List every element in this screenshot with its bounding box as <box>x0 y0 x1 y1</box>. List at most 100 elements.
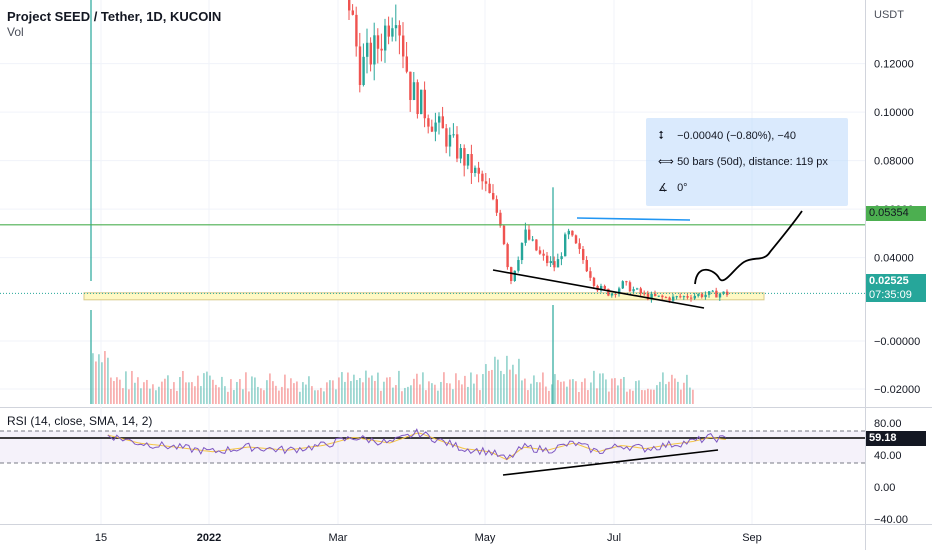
volume-bar <box>593 370 595 404</box>
candle-body <box>643 293 646 295</box>
volume-bar <box>167 375 169 404</box>
candle-body <box>502 225 506 245</box>
level-price-badge: 0.05354 <box>866 206 926 221</box>
candle-body <box>441 116 444 129</box>
candle-body <box>542 253 545 256</box>
volume-bar <box>464 375 466 404</box>
volume-bar <box>128 389 130 404</box>
candle-body <box>700 294 704 298</box>
volume-bar <box>368 377 370 404</box>
volume-bar <box>470 372 472 404</box>
volume-bar <box>572 379 574 404</box>
candles <box>90 0 729 304</box>
volume-bar <box>260 388 262 404</box>
volume-bar <box>515 374 517 404</box>
candle-body <box>376 35 380 49</box>
candle-body <box>513 270 516 281</box>
volume-bar <box>104 351 106 404</box>
candle-body <box>434 122 437 132</box>
volume-bar <box>353 374 355 404</box>
volume-bar <box>581 381 583 404</box>
volume-bar <box>413 378 415 404</box>
volume-bar-spike <box>90 310 92 404</box>
volume-bar <box>308 376 310 404</box>
candle-body <box>409 71 412 100</box>
volume-bar <box>221 376 223 404</box>
volume-bar <box>317 390 319 404</box>
time-tick-label: Sep <box>742 532 762 544</box>
volume-bar <box>491 369 493 404</box>
volume-bar <box>485 364 487 404</box>
volume-bar <box>578 391 580 404</box>
volume-bar <box>347 372 349 404</box>
volume-bar <box>293 383 295 404</box>
volume-bar <box>431 383 433 404</box>
volume-bar <box>608 391 610 404</box>
volume-bar <box>644 390 646 404</box>
volume-bar <box>641 390 643 404</box>
candle-body <box>675 296 678 298</box>
volume-bar <box>443 372 445 404</box>
volume-bar <box>356 380 358 404</box>
candle-body <box>348 0 351 11</box>
candle-body <box>578 243 581 250</box>
volume-bar <box>98 354 100 404</box>
price-tick-label: 0.08000 <box>874 156 914 168</box>
volume-bar <box>281 386 283 404</box>
volume-bar <box>383 381 385 404</box>
volume-bar <box>653 389 655 404</box>
volume-bar <box>203 373 205 404</box>
candle-body <box>484 181 488 184</box>
volume-bar <box>416 373 418 404</box>
volume-bar <box>482 374 484 404</box>
volume-bar <box>224 386 226 404</box>
volume-bar <box>683 382 685 404</box>
rsi-trend-line <box>502 449 719 476</box>
horizontal-range-icon: ⟺ <box>658 156 674 168</box>
volume-bar <box>614 378 616 404</box>
price-tick-label: 0.10000 <box>874 107 914 119</box>
candle-body <box>546 255 549 264</box>
time-tick-label: May <box>475 532 496 544</box>
candle-body <box>574 235 578 244</box>
candle-body <box>420 89 423 115</box>
rsi-tick-label: 40.00 <box>874 450 902 462</box>
volume-bar <box>335 389 337 404</box>
candle-body <box>535 239 538 251</box>
candle-body <box>690 297 693 299</box>
measure-price-change: −0.00040 (−0.80%), −40 <box>677 130 797 142</box>
candle-body <box>391 28 394 37</box>
volume-bar <box>173 382 175 404</box>
candle-body <box>722 291 725 294</box>
volume-bar <box>689 387 691 404</box>
volume-bar <box>245 372 247 404</box>
volume-bar <box>674 378 676 404</box>
volume-bar <box>602 373 604 404</box>
volume-bar <box>143 382 145 404</box>
volume-bar <box>563 381 565 404</box>
volume-bar <box>437 390 439 404</box>
candle-body <box>600 285 603 291</box>
volume-bar <box>197 375 199 404</box>
volume-bar <box>554 374 556 404</box>
volume-bar <box>524 378 526 404</box>
candle-body <box>416 82 419 115</box>
volume-bar <box>611 378 613 404</box>
volume-bar <box>473 383 475 404</box>
volume-label: Vol <box>7 25 24 39</box>
volume-bar <box>512 364 514 404</box>
support-zone-group <box>83 292 765 301</box>
candle-body <box>661 295 664 298</box>
candle-body <box>589 271 592 278</box>
volume-bar <box>575 381 577 404</box>
volume-bar <box>449 383 451 404</box>
volume-bar <box>590 382 592 404</box>
candle-body <box>538 250 542 254</box>
volume-bar <box>290 378 292 404</box>
volume-bar <box>152 384 154 404</box>
volume-bar <box>146 379 148 404</box>
volume-bar <box>305 384 307 404</box>
volume-bar <box>227 391 229 404</box>
candle-body <box>524 229 527 243</box>
